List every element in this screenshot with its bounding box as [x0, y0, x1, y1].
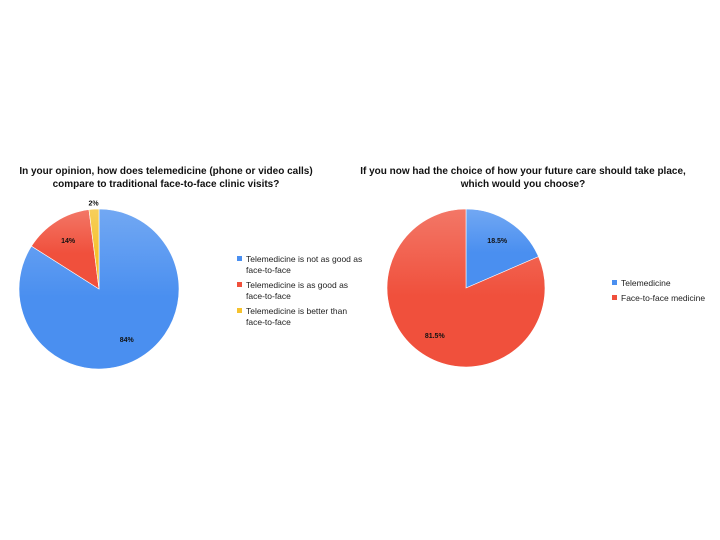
chart-2-data-label-1: 18.5% — [487, 238, 508, 245]
chart-2-slice-2 — [386, 208, 546, 368]
chart-1-legend-label-2: Telemedicine is as good as face-to-face — [246, 280, 349, 301]
chart-2-legend-label-2: Face-to-face medicine — [621, 293, 706, 303]
chart-2-title: If you now had the choice of how your fu… — [360, 166, 686, 190]
chart-2-legend-label-1: Telemedicine — [621, 278, 671, 288]
chart-2-legend-swatch-1 — [612, 280, 617, 285]
chart-1-data-label-1: 84% — [120, 337, 135, 344]
chart-2-legend: Telemedicine Face-to-face medicine — [612, 278, 720, 308]
pie-chart-2: 18.5% 81.5% — [386, 208, 546, 368]
chart-2-legend-item-1: Telemedicine — [612, 278, 720, 289]
chart-1-legend: Telemedicine is not as good as face-to-f… — [237, 254, 365, 332]
chart-1-legend-item-1: Telemedicine is not as good as face-to-f… — [237, 254, 365, 276]
chart-1-legend-swatch-2 — [237, 282, 242, 287]
chart-1-legend-item-3: Telemedicine is better than face-to-face — [237, 306, 365, 328]
chart-1-title: In your opinion, how does telemedicine (… — [19, 166, 313, 190]
chart-2-slice-1 — [465, 208, 539, 289]
chart-1-legend-label-3: Telemedicine is better than face-to-face — [246, 306, 348, 327]
chart-1-data-label-3: 2% — [89, 200, 100, 207]
chart-2-data-label-2: 81.5% — [425, 333, 446, 340]
pie-chart-1: 84% 14% 2% — [18, 200, 180, 370]
chart-1-legend-item-2: Telemedicine is as good as face-to-face — [237, 280, 365, 302]
chart-1-slice-3 — [88, 208, 100, 290]
chart-1-legend-swatch-3 — [237, 308, 242, 313]
chart-1-slice-2 — [31, 209, 100, 290]
chart-1-data-label-2: 14% — [61, 238, 76, 245]
chart-2-legend-swatch-2 — [612, 295, 617, 300]
chart-1-legend-label-1: Telemedicine is not as good as face-to-f… — [246, 254, 363, 275]
chart-2-legend-item-2: Face-to-face medicine — [612, 293, 720, 304]
chart-1-legend-swatch-1 — [237, 256, 242, 261]
